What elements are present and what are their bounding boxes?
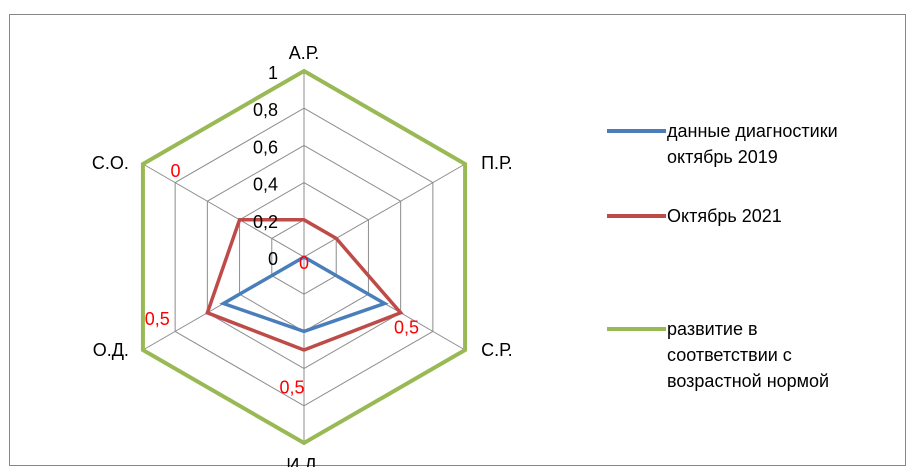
axis-label: А.Р. [289,43,320,63]
data-label: 0,5 [279,377,304,397]
tick-label: 0,8 [253,100,278,120]
tick-label: 0 [268,249,278,269]
legend-label: соответствии с [667,345,792,365]
chart-frame: 0 0,2 0,4 0,6 0,8 1 А.Р. П.Р. С.Р. И.Д. О.Д. С.О. … [9,14,906,467]
data-label: 0,5 [145,309,170,329]
data-labels: 0 0 0,5 0,5 0,5 [145,161,419,397]
axis-label: С.О. [92,153,129,173]
legend-label: развитие в [667,319,758,339]
series-layer [140,68,468,446]
legend-label: данные диагностики [667,121,838,141]
data-label: 0,5 [394,318,419,338]
series-line [140,68,468,446]
axis-label: П.Р. [481,153,513,173]
legend: данные диагностики октябрь 2019 Октябрь 20… [607,121,838,391]
series-line [219,254,389,334]
legend-label: возрастной нормой [667,371,829,391]
tick-label: 0,6 [253,137,278,157]
series-line [205,218,404,352]
tick-label: 0,4 [253,175,278,195]
legend-label: Октябрь 2021 [667,206,782,226]
tick-labels: 0 0,2 0,4 0,6 0,8 1 [253,63,278,269]
data-label: 0 [299,253,309,273]
tick-label: 0,2 [253,212,278,232]
axis-labels: А.Р. П.Р. С.Р. И.Д. О.Д. С.О. [92,43,513,467]
axis-label: С.Р. [481,340,513,360]
legend-label: октябрь 2019 [667,147,778,167]
data-label: 0 [171,161,181,181]
tick-label: 1 [268,63,278,83]
axis-label: О.Д. [93,340,129,360]
axis-label: И.Д. [286,455,321,467]
radar-chart: 00,20,40,60,81 А.Р.П.Р.С.Р.И.Д.О.Д.С.О. … [92,43,838,467]
grid-spoke [142,163,305,258]
grid-spoke [303,163,466,258]
